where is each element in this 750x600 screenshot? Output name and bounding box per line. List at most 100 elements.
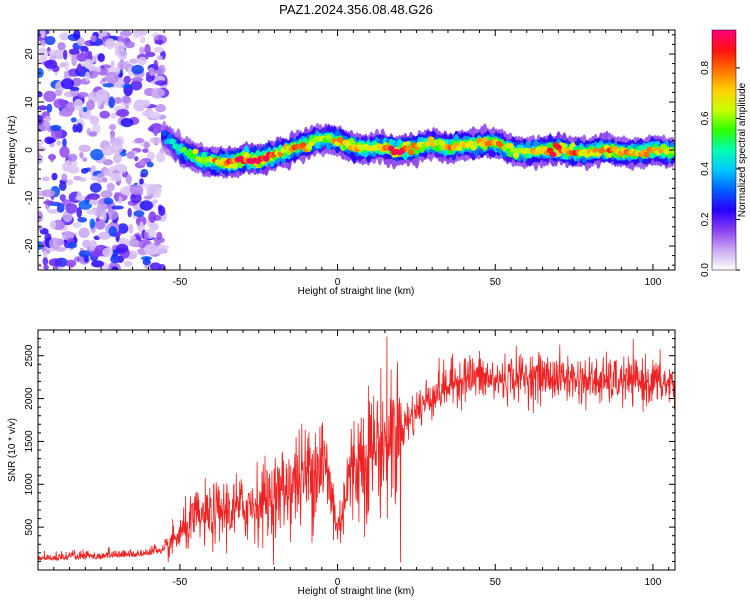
noise-blob xyxy=(156,151,166,163)
noise-blob xyxy=(76,207,82,218)
ridge-cell xyxy=(470,144,477,151)
noise-blob xyxy=(50,128,62,140)
noise-blob xyxy=(56,203,65,213)
noise-blob xyxy=(130,192,142,204)
noise-blob xyxy=(49,220,57,230)
noise-blob xyxy=(139,178,144,185)
noise-blob xyxy=(124,104,129,110)
noise-blob xyxy=(40,139,45,145)
ridge-cell xyxy=(407,149,415,156)
noise-blob xyxy=(38,114,44,126)
noise-blob xyxy=(59,194,66,202)
spectrogram-x-tick-label: 100 xyxy=(645,277,662,288)
noise-blob xyxy=(76,122,83,133)
snr-x-tick-label: -50 xyxy=(173,577,188,588)
noise-blob xyxy=(130,77,144,82)
noise-blob xyxy=(88,199,101,206)
snr-x-tick-label: 0 xyxy=(335,577,341,588)
noise-blob xyxy=(94,218,106,230)
noise-blob xyxy=(154,80,168,86)
noise-blob xyxy=(139,46,145,55)
noise-blob xyxy=(129,58,138,64)
snr-x-tick-label: 100 xyxy=(645,577,662,588)
noise-blob xyxy=(110,112,117,119)
spectrogram-x-axis-label: Height of straight line (km) xyxy=(298,286,415,297)
noise-blob xyxy=(44,35,56,46)
noise-blob xyxy=(83,58,94,69)
noise-blob xyxy=(134,137,145,144)
noise-blob xyxy=(124,41,135,49)
noise-blob xyxy=(138,159,146,166)
noise-blob xyxy=(126,151,135,160)
noise-blob xyxy=(153,46,164,53)
noise-blob xyxy=(157,204,163,212)
noise-blob xyxy=(56,140,62,146)
noise-blob xyxy=(53,98,67,109)
noise-blob xyxy=(120,117,134,128)
noise-blob xyxy=(78,199,93,210)
noise-blob xyxy=(101,77,107,83)
noise-blob xyxy=(146,161,154,168)
noise-blob xyxy=(50,124,62,132)
snr-plot-area xyxy=(38,336,675,565)
ridge-cell xyxy=(643,151,650,158)
noise-blob xyxy=(90,175,99,181)
spectrogram-panel: -50 0 50 100 -20 -10 0 10 20 Height of straight l… xyxy=(7,29,676,297)
snr-y-axis-label: SNR (10 * v/v) xyxy=(7,418,18,482)
noise-blob xyxy=(42,176,50,182)
snr-y-tick-label: 500 xyxy=(24,518,35,535)
noise-blob xyxy=(139,100,151,108)
noise-blob xyxy=(59,181,67,192)
spectrogram-y-tick-label: -10 xyxy=(24,190,35,205)
snr-y-tick-label: 2500 xyxy=(24,344,35,367)
noise-blob xyxy=(43,90,57,102)
noise-blob xyxy=(148,185,158,194)
noise-blob xyxy=(142,148,149,153)
noise-blob xyxy=(77,91,89,98)
noise-blob xyxy=(137,56,147,66)
noise-blob xyxy=(48,49,62,56)
snr-panel: -50 0 50 100 500 1000 1500 2000 2500 Height of st… xyxy=(7,329,676,597)
ridge-cell xyxy=(192,148,199,155)
noise-blob xyxy=(108,226,118,237)
noise-blob xyxy=(139,221,144,232)
noise-blob xyxy=(67,241,78,249)
ridge-cell xyxy=(467,140,474,147)
spectrogram-y-tick-label: 20 xyxy=(24,48,35,60)
noise-blob xyxy=(48,237,62,250)
noise-blob xyxy=(48,258,62,267)
noise-blob xyxy=(110,60,115,67)
noise-blob xyxy=(71,77,82,87)
noise-blob xyxy=(79,151,84,159)
noise-blob xyxy=(115,111,126,117)
noise-blob xyxy=(129,238,140,247)
noise-blob xyxy=(71,54,77,67)
noise-blob xyxy=(130,80,143,91)
noise-blob xyxy=(49,153,55,163)
noise-blob xyxy=(122,95,131,104)
noise-blob xyxy=(110,254,121,264)
ridge-cell xyxy=(478,141,486,147)
noise-blob xyxy=(129,235,136,240)
noise-blob xyxy=(105,71,119,84)
colorbar-tick-label: 0.6 xyxy=(700,111,711,125)
noise-blob xyxy=(105,38,116,50)
noise-blob xyxy=(95,89,109,101)
noise-blob xyxy=(155,104,166,113)
noise-blob xyxy=(61,173,68,182)
noise-blob xyxy=(109,172,122,182)
noise-blob xyxy=(115,243,129,253)
spectrogram-y-axis-label: Frequency (Hz) xyxy=(7,116,18,185)
noise-blob xyxy=(151,87,165,98)
ridge-cell xyxy=(424,140,432,147)
noise-blob xyxy=(114,192,120,202)
noise-blob xyxy=(106,182,115,192)
snr-y-tick-label: 1000 xyxy=(24,473,35,496)
colorbar-gradient xyxy=(711,29,737,271)
noise-blob xyxy=(103,197,114,205)
ridge-cell xyxy=(427,136,435,143)
noise-blob xyxy=(78,227,90,239)
noise-blob xyxy=(108,96,115,109)
noise-blob xyxy=(58,109,73,117)
